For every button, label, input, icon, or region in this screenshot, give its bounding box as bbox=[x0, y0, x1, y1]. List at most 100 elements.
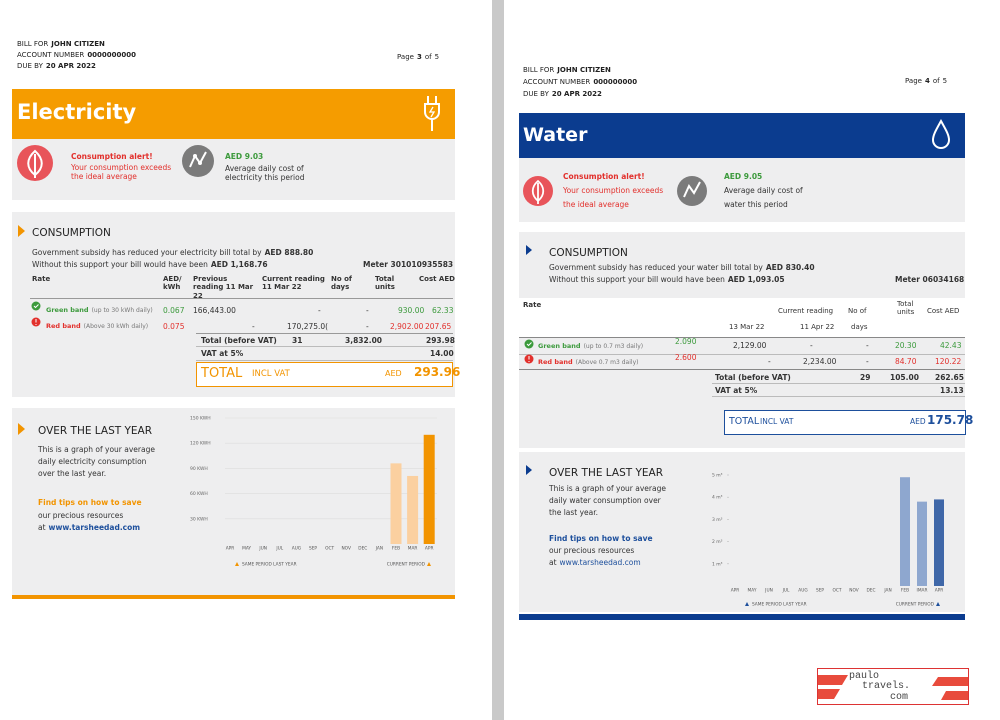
bar bbox=[900, 477, 910, 586]
lines: com bbox=[890, 692, 909, 703]
text-line: ACCOUNT NUMBER 000000000 bbox=[523, 78, 637, 86]
plug-icon bbox=[424, 96, 440, 131]
title: Consumption alert! bbox=[563, 172, 645, 181]
bill-for: BILL FOR bbox=[17, 40, 49, 48]
x-tick-label: SEP bbox=[816, 588, 824, 594]
label: Total (before VAT) bbox=[715, 373, 791, 382]
currency: AED bbox=[385, 369, 402, 378]
note: (Above 30 kWh daily) bbox=[83, 323, 149, 330]
text: Your consumption exceeds the ideal avera… bbox=[563, 186, 664, 209]
label: TOTAL bbox=[729, 416, 760, 427]
x-tick-label: APR bbox=[425, 546, 434, 552]
bar bbox=[934, 499, 944, 586]
cells: 166,443.00 bbox=[193, 306, 236, 315]
days: 31 bbox=[292, 336, 303, 345]
legend-label: SAME PERIOD LAST YEAR bbox=[242, 562, 297, 568]
text-line: at www.tarsheedad.com bbox=[38, 523, 140, 532]
y-tick-label: 150 KWH bbox=[190, 416, 211, 422]
x-tick-label: IMAR bbox=[917, 588, 928, 594]
section-arrow bbox=[18, 423, 25, 435]
text-line: Page 4 of 5 bbox=[905, 77, 947, 85]
cells: - bbox=[366, 306, 369, 315]
title: CONSUMPTION bbox=[549, 247, 628, 259]
without-text: Without this support your bill would hav… bbox=[549, 275, 725, 284]
tips: Find tips on how to save bbox=[38, 498, 142, 507]
cells: 2,129.00 bbox=[733, 341, 767, 350]
cells: 84.70 bbox=[895, 357, 917, 366]
section-arrow bbox=[526, 465, 532, 475]
tips-text: our precious resources bbox=[549, 546, 635, 555]
bar bbox=[423, 434, 435, 544]
cost: 13.13 bbox=[940, 386, 964, 395]
x-tick-label: JAN bbox=[375, 546, 383, 552]
tips: Find tips on how to save bbox=[549, 534, 653, 543]
cells: - bbox=[768, 357, 771, 366]
text: Average daily cost of electricity this p… bbox=[225, 164, 305, 182]
title: OVER THE LAST YEAR bbox=[38, 425, 153, 437]
account: 000000000 bbox=[593, 78, 638, 86]
text-line: Red band (Above 0.7 m3 daily) bbox=[538, 358, 638, 367]
account-label: ACCOUNT NUMBER bbox=[17, 51, 85, 59]
x-tick-label: JAN bbox=[883, 588, 891, 594]
headers: Rate bbox=[523, 301, 542, 309]
history-panel bbox=[519, 452, 965, 612]
due: 20 APR 2022 bbox=[45, 62, 96, 70]
label: Total (before VAT) bbox=[201, 336, 277, 345]
note: (up to 0.7 m3 daily) bbox=[583, 343, 644, 350]
footer-bar bbox=[12, 595, 455, 599]
table-rule bbox=[519, 354, 965, 355]
note: (up to 30 kWh daily) bbox=[91, 307, 153, 314]
cells: 120.22 bbox=[935, 357, 962, 366]
text-line: Government subsidy has reduced your wate… bbox=[549, 263, 815, 272]
label: VAT at 5% bbox=[201, 349, 244, 358]
page-label: Page bbox=[397, 53, 414, 61]
meter: Meter 301010935583 bbox=[363, 260, 454, 269]
cells: 42.43 bbox=[940, 341, 962, 350]
label: VAT at 5% bbox=[715, 386, 758, 395]
band: Green band bbox=[46, 306, 89, 314]
x-tick-label: JUL bbox=[782, 588, 790, 594]
headers: No of bbox=[848, 307, 867, 315]
headers: No of days bbox=[331, 275, 352, 292]
suffix: INCL VAT bbox=[760, 417, 794, 426]
title: Electricity bbox=[17, 100, 137, 124]
text: This is a graph of your average daily wa… bbox=[549, 484, 666, 517]
table-header-bg bbox=[519, 298, 965, 337]
cells: 170,275.0( bbox=[287, 322, 329, 331]
table-rule bbox=[30, 298, 453, 299]
cost: 14.00 bbox=[430, 349, 454, 358]
band: Red band bbox=[46, 322, 81, 330]
headers: Cost AED bbox=[927, 307, 960, 315]
legend-marker bbox=[936, 602, 940, 606]
cells: 930.00 bbox=[398, 306, 425, 315]
x-tick-label: MAR bbox=[408, 546, 418, 552]
water-banner bbox=[519, 113, 965, 158]
subsidy: AED 830.40 bbox=[765, 263, 815, 272]
cells: - bbox=[810, 341, 813, 350]
y-tick-label: 4 m³ bbox=[712, 495, 723, 501]
x-tick-label: JUN bbox=[258, 546, 267, 552]
cells: 207.65 bbox=[425, 322, 452, 331]
band-icons bbox=[31, 301, 41, 327]
x-tick-label: FEB bbox=[392, 546, 400, 552]
headers: days bbox=[851, 323, 868, 331]
cells: 2.090 bbox=[675, 337, 697, 346]
text: Your consumption exceeds the ideal avera… bbox=[71, 163, 172, 181]
text-line: DUE BY 20 APR 2022 bbox=[17, 62, 96, 70]
y-tick-label: 30 KWH bbox=[190, 516, 208, 522]
subsidy-text: Government subsidy has reduced your wate… bbox=[549, 263, 763, 272]
suffix: INCL VAT bbox=[252, 369, 290, 379]
tips-text: our precious resources bbox=[38, 511, 124, 520]
band: Green band bbox=[538, 342, 581, 350]
text-line: BILL FOR JOHN CITIZEN bbox=[17, 40, 105, 48]
band-icons bbox=[524, 339, 534, 364]
text-line: DUE BY 20 APR 2022 bbox=[523, 90, 602, 98]
without: AED 1,093.05 bbox=[727, 275, 785, 284]
x-tick-label: OCT bbox=[325, 546, 334, 552]
x-tick-label: APR bbox=[731, 588, 740, 594]
table-rule bbox=[712, 383, 965, 384]
bar bbox=[917, 501, 927, 586]
lines: travels. bbox=[862, 681, 911, 692]
footer-bar bbox=[519, 614, 965, 620]
